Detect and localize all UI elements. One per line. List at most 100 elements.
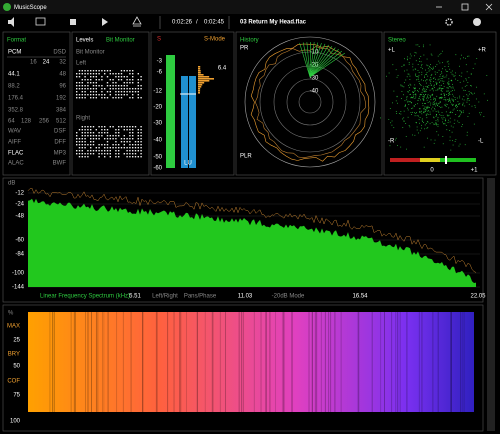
stereo-dot [417,91,419,93]
scrollbar[interactable] [487,178,495,431]
spectrogram-streak [320,312,322,412]
title-bar [0,0,500,14]
stereo-dot [419,108,421,110]
scale-label: -12 [153,89,162,95]
stereo-dot [441,80,443,82]
stereo-dot [419,94,421,96]
bit-dot [92,82,95,84]
stereo-dot [403,94,404,96]
close-button[interactable] [485,3,493,11]
stereo-dot [436,131,438,133]
stereo-dot [396,113,398,114]
bit-dot [109,91,111,93]
unit-label: LU [184,161,192,167]
stereo-dot [479,112,480,114]
bit-dot [87,132,89,134]
bit-dot [98,156,100,158]
history-spoke [302,42,311,78]
bit-dot [78,88,81,90]
eject-button[interactable] [132,16,142,27]
bit-dot [115,153,117,155]
stereo-dot [426,113,428,115]
stereo-dot [451,103,453,105]
stereo-dot [423,80,424,82]
bit-dot [98,79,100,81]
stereo-dot [407,107,409,109]
bit-dot [129,73,131,75]
maximize-button[interactable] [461,3,469,11]
stereo-dot [418,119,420,121]
bit-dot [95,147,97,149]
bit-dot [106,144,109,146]
bit-dot [126,141,128,143]
stereo-dot [483,93,485,95]
bit-dot [140,144,142,146]
stop-button[interactable] [70,19,76,25]
spectrogram-streak [242,312,244,412]
mode-button[interactable]: -20dB Mode [272,294,305,300]
stereo-dot [402,118,403,120]
settings-button[interactable] [445,18,453,26]
spectrogram-streak [211,312,213,412]
stereo-dot [440,93,442,95]
stereo-dot [410,84,412,86]
stereo-dot [452,87,454,89]
stereo-dot [449,112,451,114]
stereo-dot [437,88,439,90]
mode-button[interactable]: Pans/Phase [184,294,217,300]
bit-dot [101,132,103,134]
bit-dot [123,82,125,84]
stereo-dot [408,73,410,75]
stereo-dot [445,76,447,78]
play-button[interactable] [102,18,108,26]
bit-dot [118,153,120,155]
bit-dot [87,156,89,158]
info-button[interactable] [473,18,481,26]
stereo-dot [441,106,443,108]
stereo-dot [401,65,403,67]
stereo-dot [427,110,429,111]
stereo-dot [437,118,439,120]
bit-dot [92,126,95,128]
bit-dot [118,91,120,93]
stereo-dot [429,65,430,67]
spectrogram-streak [311,312,313,412]
bit-dot [95,150,97,152]
stereo-dot [423,108,425,110]
bit-dot [101,144,103,146]
format-option: 96 [59,84,66,90]
stereo-dot [403,121,405,122]
stereo-dot [430,77,432,79]
channel-label: Right [76,116,90,122]
open-button[interactable] [35,17,46,26]
bit-dot [78,150,81,152]
mode-button[interactable]: Left/Right [152,294,178,300]
correlation-bar [440,158,476,162]
bit-dot [126,156,128,158]
stereo-dot [402,127,404,129]
stereo-dot [449,94,451,95]
stereo-dot [421,113,423,115]
bit-dot [106,91,109,93]
stereo-dot [458,103,460,105]
stereo-dot [410,97,412,99]
format-option: DSD [53,50,66,56]
stereo-dot [422,93,424,95]
panel-title: History [240,38,259,44]
stereo-dot [424,77,426,78]
bit-dot [123,91,125,93]
bit-dot [106,135,109,137]
stereo-dot [415,73,417,75]
stereo-dot [446,114,448,116]
bit-dot [120,141,123,143]
volume-button[interactable] [8,17,14,27]
stereo-dot [459,95,461,97]
stereo-dot [427,110,429,112]
bit-dot [104,70,106,72]
stereo-dot [419,96,421,97]
bit-dot [106,129,109,131]
stereo-dot [396,96,398,98]
bit-dot [112,85,114,87]
bit-dot [101,150,103,152]
stereo-dot [409,83,411,85]
